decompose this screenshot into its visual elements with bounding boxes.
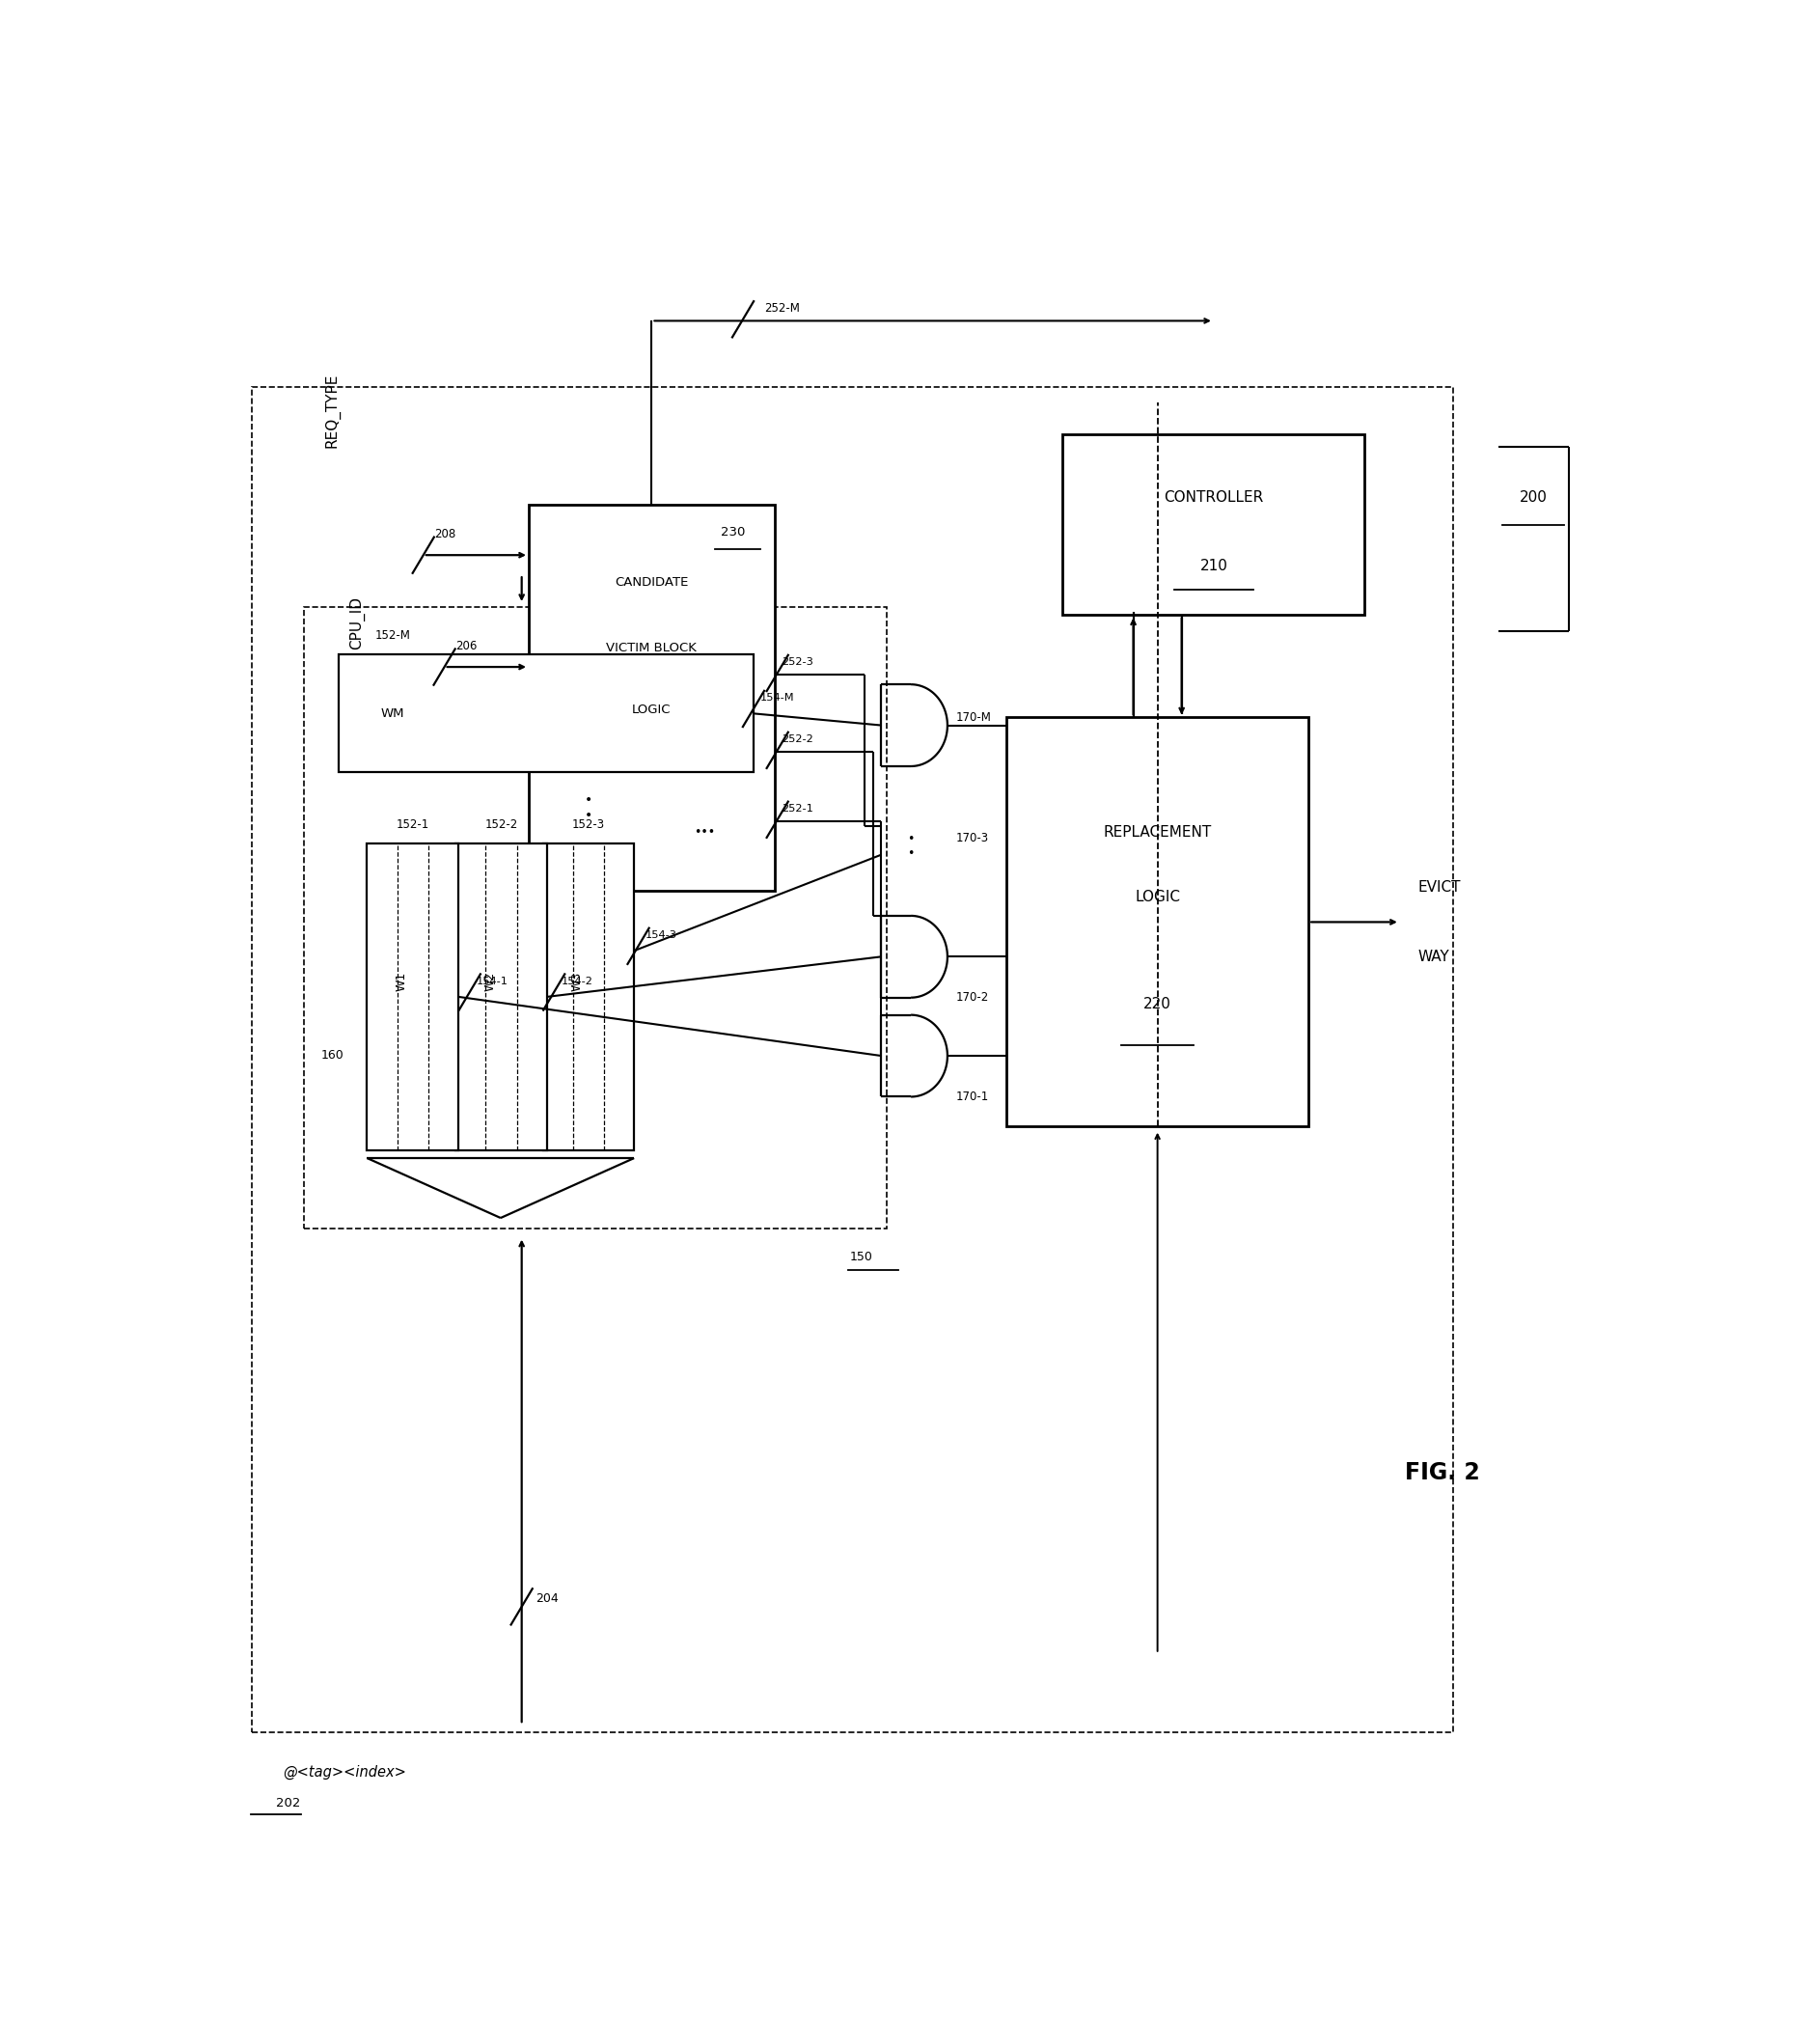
Text: 154-1: 154-1 — [477, 977, 509, 985]
Text: •
•: • • — [906, 834, 914, 861]
Text: 154-2: 154-2 — [560, 977, 593, 985]
Text: W1: W1 — [395, 971, 408, 991]
Text: FIG. 2: FIG. 2 — [1405, 1461, 1479, 1484]
Text: 160: 160 — [321, 1049, 344, 1061]
Bar — [542, 844, 635, 1151]
Bar — [252, 386, 1454, 1733]
Bar — [529, 505, 774, 891]
Text: •••: ••• — [694, 826, 714, 838]
Text: CPU_ID: CPU_ID — [350, 597, 364, 650]
Bar — [305, 607, 887, 1228]
Text: 152-1: 152-1 — [397, 818, 430, 830]
Text: 170-1: 170-1 — [955, 1091, 988, 1104]
Bar — [1062, 433, 1365, 615]
Text: 152-3: 152-3 — [571, 818, 606, 830]
Text: 152-M: 152-M — [375, 630, 410, 642]
Bar — [366, 844, 459, 1151]
Text: REQ_TYPE: REQ_TYPE — [325, 374, 339, 448]
Text: 170-3: 170-3 — [955, 832, 988, 844]
Text: CONTROLLER: CONTROLLER — [1164, 491, 1264, 505]
Text: EVICT: EVICT — [1418, 881, 1461, 895]
Text: 252-M: 252-M — [763, 303, 800, 315]
Text: VICTIM BLOCK: VICTIM BLOCK — [606, 642, 696, 654]
Text: 154-M: 154-M — [761, 693, 794, 703]
Text: 170-2: 170-2 — [955, 991, 988, 1004]
Text: 202: 202 — [276, 1797, 301, 1809]
Text: 154-3: 154-3 — [645, 930, 678, 940]
Text: 206: 206 — [455, 640, 477, 652]
Text: 204: 204 — [537, 1592, 558, 1605]
Text: 252-2: 252-2 — [781, 734, 814, 744]
Text: •
•: • • — [584, 793, 593, 822]
Text: W3: W3 — [571, 971, 584, 991]
Text: 220: 220 — [1144, 997, 1171, 1012]
Text: 152-2: 152-2 — [484, 818, 519, 830]
Text: WM: WM — [381, 707, 404, 719]
Text: 208: 208 — [435, 527, 457, 542]
Text: WAY: WAY — [1418, 948, 1450, 965]
Bar — [339, 654, 754, 773]
Text: LOGIC: LOGIC — [633, 703, 671, 715]
Text: REPLACEMENT: REPLACEMENT — [1104, 826, 1211, 840]
Text: 210: 210 — [1200, 560, 1227, 574]
Text: 150: 150 — [850, 1251, 874, 1263]
Text: 170-M: 170-M — [955, 711, 992, 724]
Bar — [1006, 717, 1309, 1126]
Text: 200: 200 — [1519, 491, 1546, 505]
Text: W2: W2 — [484, 971, 497, 991]
Text: 252-1: 252-1 — [781, 803, 814, 814]
Text: 252-3: 252-3 — [781, 658, 814, 666]
Text: 230: 230 — [720, 525, 745, 538]
Text: @<tag><index>: @<tag><index> — [283, 1764, 406, 1778]
Text: CANDIDATE: CANDIDATE — [615, 576, 689, 589]
Bar — [455, 844, 548, 1151]
Text: LOGIC: LOGIC — [1135, 891, 1180, 905]
